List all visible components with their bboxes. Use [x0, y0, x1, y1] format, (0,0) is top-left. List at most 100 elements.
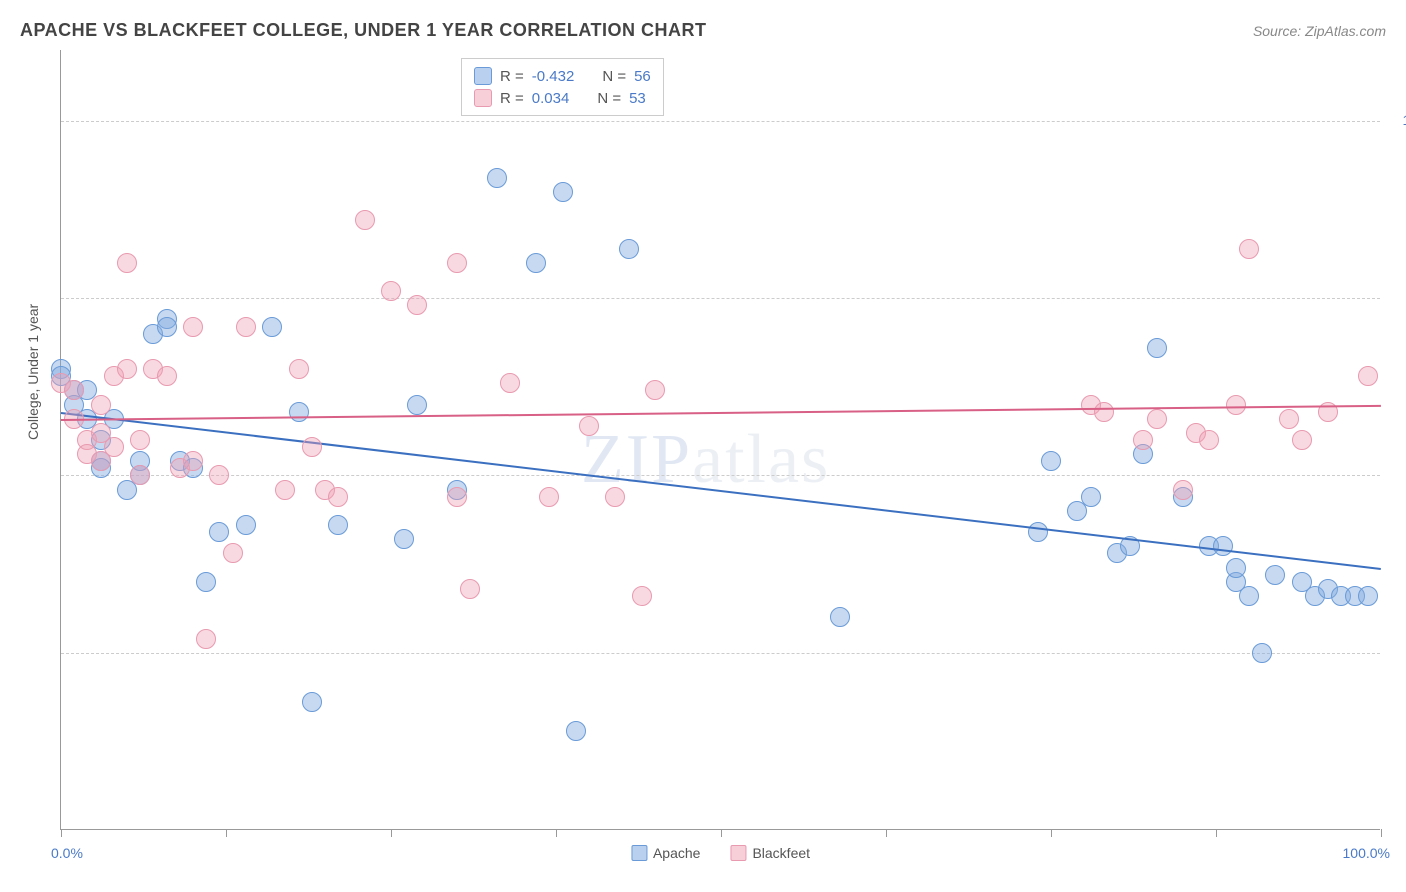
x-axis-max-label: 100.0%	[1343, 845, 1390, 861]
scatter-point	[632, 586, 652, 606]
scatter-point	[1358, 366, 1378, 386]
scatter-point	[447, 253, 467, 273]
scatter-point	[157, 317, 177, 337]
blackfeet-r-value: 0.034	[532, 90, 570, 107]
scatter-point	[1358, 586, 1378, 606]
scatter-point	[1147, 338, 1167, 358]
scatter-point	[619, 239, 639, 259]
stats-row-blackfeet: R = 0.034 N = 53	[474, 87, 651, 109]
scatter-point	[1239, 586, 1259, 606]
scatter-point	[209, 465, 229, 485]
scatter-point	[579, 416, 599, 436]
scatter-point	[236, 515, 256, 535]
watermark-atlas: atlas	[692, 421, 830, 498]
gridline	[61, 653, 1380, 654]
y-tick-label: 50.0%	[1390, 466, 1406, 482]
scatter-point	[223, 543, 243, 563]
apache-label: Apache	[653, 845, 700, 861]
scatter-point	[302, 692, 322, 712]
scatter-point	[500, 373, 520, 393]
x-tick-mark	[61, 829, 62, 837]
scatter-point	[1252, 643, 1272, 663]
gridline	[61, 475, 1380, 476]
blackfeet-label: Blackfeet	[752, 845, 810, 861]
scatter-point	[355, 210, 375, 230]
source-name: ZipAtlas.com	[1305, 23, 1386, 39]
scatter-point	[566, 721, 586, 741]
scatter-point	[1226, 395, 1246, 415]
apache-n-value: 56	[634, 68, 651, 85]
scatter-point	[487, 168, 507, 188]
x-tick-mark	[1381, 829, 1382, 837]
scatter-point	[117, 253, 137, 273]
scatter-point	[460, 579, 480, 599]
scatter-point	[289, 359, 309, 379]
scatter-point	[1213, 536, 1233, 556]
scatter-point	[407, 295, 427, 315]
scatter-point	[104, 437, 124, 457]
scatter-point	[645, 380, 665, 400]
x-tick-mark	[1051, 829, 1052, 837]
scatter-point	[289, 402, 309, 422]
scatter-point	[1028, 522, 1048, 542]
scatter-point	[526, 253, 546, 273]
stats-legend: R = -0.432 N = 56 R = 0.034 N = 53	[461, 58, 664, 116]
n-label: N =	[597, 90, 621, 107]
gridline	[61, 298, 1380, 299]
r-label: R =	[500, 90, 524, 107]
y-tick-label: 100.0%	[1390, 112, 1406, 128]
stats-row-apache: R = -0.432 N = 56	[474, 65, 651, 87]
legend-item-blackfeet: Blackfeet	[730, 845, 810, 861]
apache-r-value: -0.432	[532, 68, 575, 85]
scatter-point	[91, 395, 111, 415]
scatter-point	[1133, 430, 1153, 450]
n-label: N =	[602, 68, 626, 85]
scatter-point	[539, 487, 559, 507]
apache-swatch	[474, 67, 492, 85]
scatter-point	[1081, 487, 1101, 507]
scatter-point	[605, 487, 625, 507]
x-tick-mark	[721, 829, 722, 837]
y-tick-label: 25.0%	[1390, 644, 1406, 660]
series-legend: Apache Blackfeet	[631, 845, 810, 861]
x-axis-min-label: 0.0%	[51, 845, 83, 861]
blackfeet-swatch	[474, 89, 492, 107]
scatter-point	[130, 465, 150, 485]
blackfeet-swatch-icon	[730, 845, 746, 861]
scatter-point	[1292, 430, 1312, 450]
scatter-point	[328, 487, 348, 507]
scatter-point	[830, 607, 850, 627]
scatter-point	[1265, 565, 1285, 585]
scatter-point	[183, 317, 203, 337]
source-attribution: Source: ZipAtlas.com	[1253, 23, 1386, 39]
x-tick-mark	[886, 829, 887, 837]
scatter-chart: ZIPatlas R = -0.432 N = 56 R = 0.034 N =…	[60, 50, 1380, 830]
scatter-point	[196, 629, 216, 649]
scatter-point	[117, 359, 137, 379]
scatter-point	[209, 522, 229, 542]
scatter-point	[1147, 409, 1167, 429]
scatter-point	[394, 529, 414, 549]
scatter-point	[302, 437, 322, 457]
gridline	[61, 121, 1380, 122]
scatter-point	[328, 515, 348, 535]
scatter-point	[275, 480, 295, 500]
scatter-point	[553, 182, 573, 202]
scatter-point	[64, 380, 84, 400]
chart-title: APACHE VS BLACKFEET COLLEGE, UNDER 1 YEA…	[20, 20, 707, 41]
scatter-point	[1173, 480, 1193, 500]
scatter-point	[1279, 409, 1299, 429]
x-tick-mark	[226, 829, 227, 837]
scatter-point	[1226, 558, 1246, 578]
scatter-point	[381, 281, 401, 301]
x-tick-mark	[556, 829, 557, 837]
legend-item-apache: Apache	[631, 845, 700, 861]
scatter-point	[1041, 451, 1061, 471]
x-tick-mark	[1216, 829, 1217, 837]
scatter-point	[262, 317, 282, 337]
r-label: R =	[500, 68, 524, 85]
scatter-point	[157, 366, 177, 386]
scatter-point	[1199, 430, 1219, 450]
scatter-point	[447, 487, 467, 507]
y-axis-label: College, Under 1 year	[25, 304, 41, 440]
